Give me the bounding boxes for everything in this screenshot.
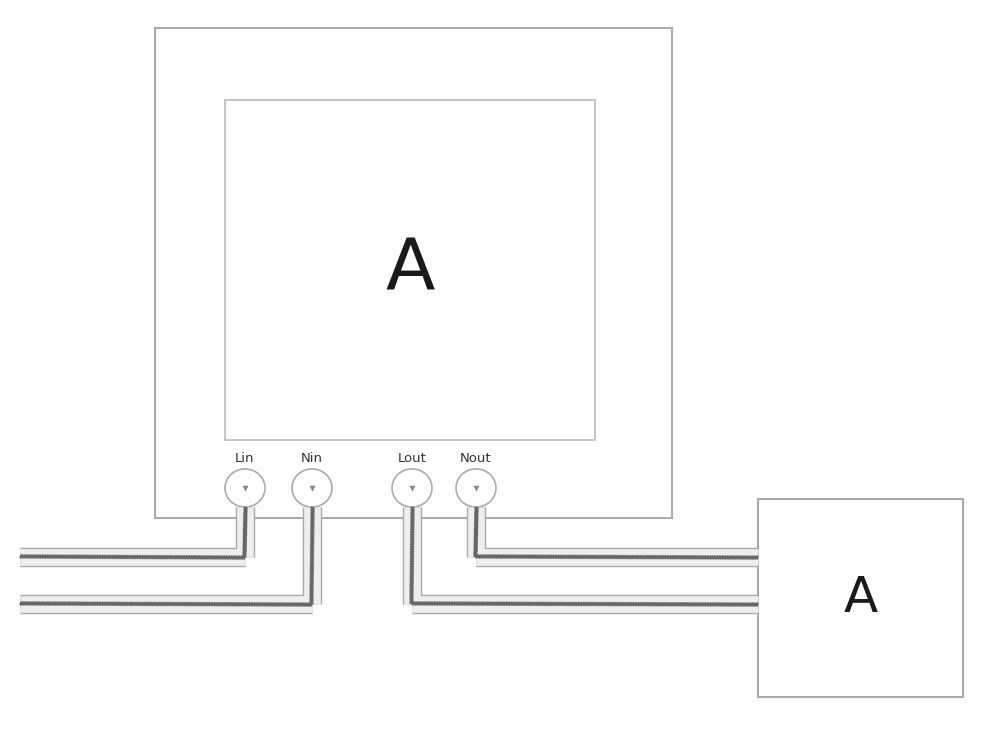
Bar <box>225 100 595 440</box>
Text: A: A <box>385 235 435 305</box>
Ellipse shape <box>392 469 432 507</box>
Text: Nout: Nout <box>460 452 492 465</box>
Ellipse shape <box>456 469 496 507</box>
Bar <box>155 28 672 518</box>
Ellipse shape <box>292 469 332 507</box>
Text: Lin: Lin <box>235 452 255 465</box>
Ellipse shape <box>225 469 265 507</box>
Text: Nin: Nin <box>301 452 323 465</box>
Bar <box>758 499 963 697</box>
Text: A: A <box>843 574 878 622</box>
Text: Lout: Lout <box>398 452 426 465</box>
